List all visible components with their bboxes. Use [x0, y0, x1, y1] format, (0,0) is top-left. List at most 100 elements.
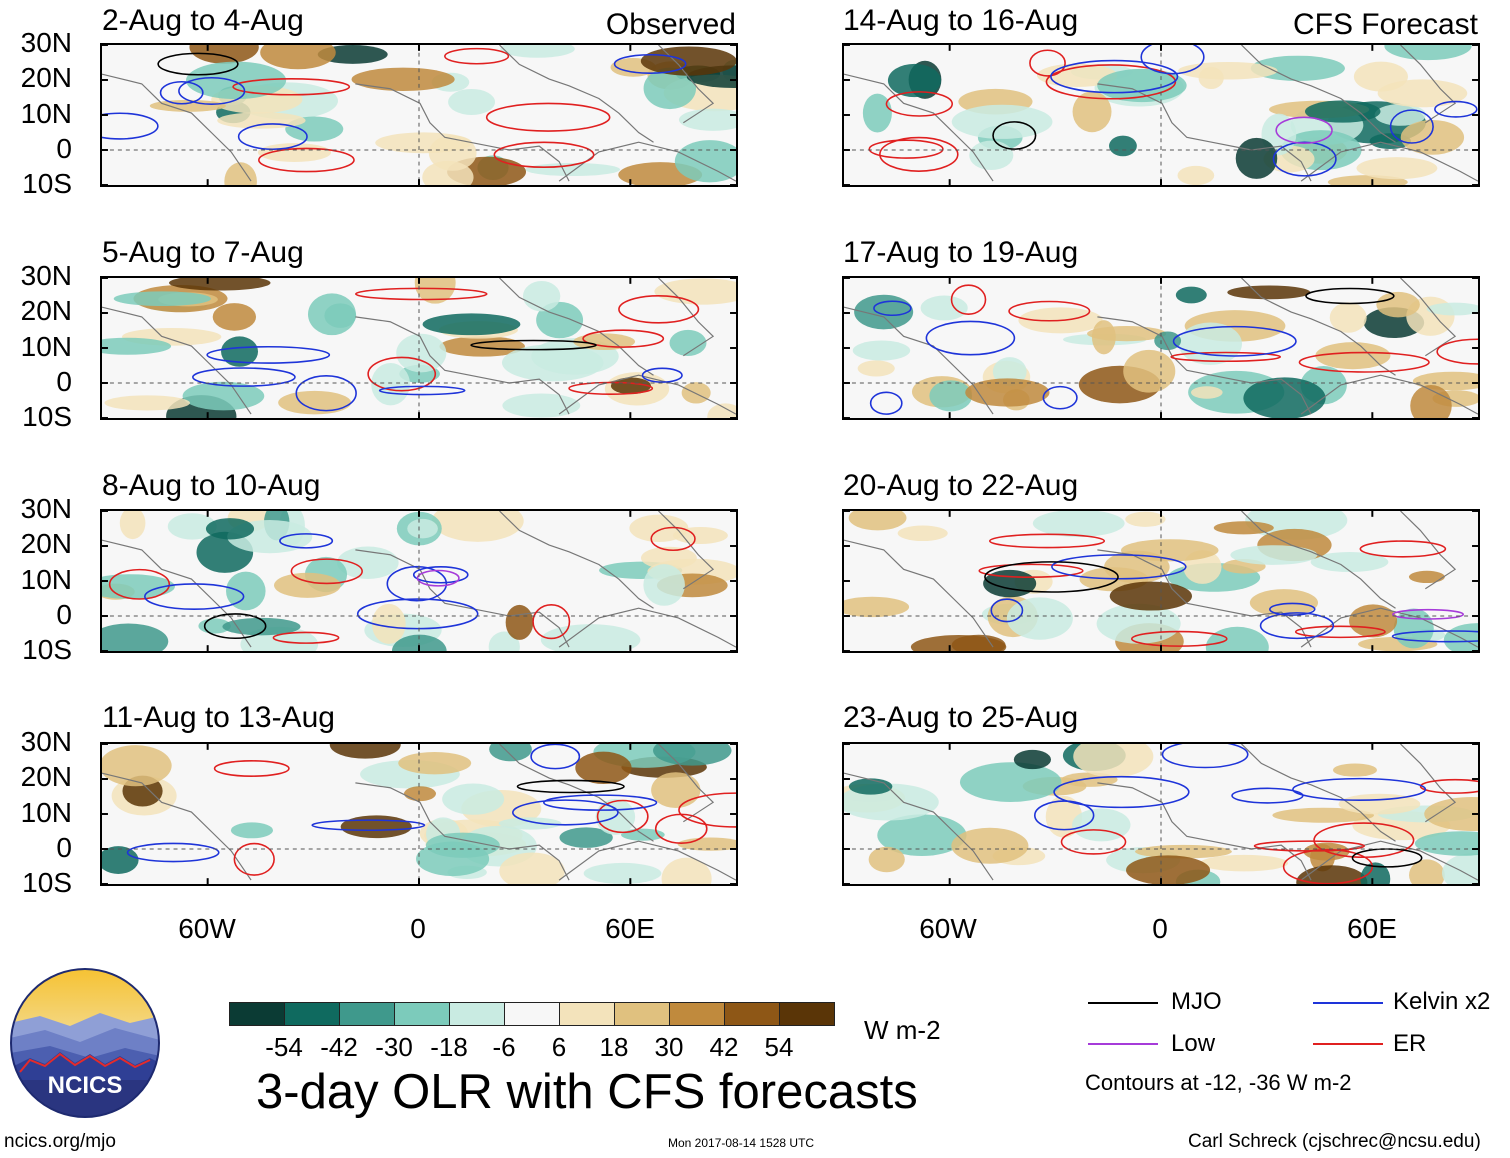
- olr-anomaly-blob: [844, 596, 910, 618]
- olr-anomaly-blob: [1205, 626, 1269, 651]
- footer-url[interactable]: ncics.org/mjo: [4, 1131, 116, 1152]
- coastline: [1300, 141, 1478, 182]
- colorbar-label: -6: [492, 1032, 516, 1062]
- olr-anomaly-blob: [1013, 749, 1051, 770]
- olr-anomaly-blob: [910, 635, 1007, 651]
- olr-anomaly-blob: [868, 846, 905, 873]
- olr-contour: [1053, 775, 1190, 809]
- olr-contour: [1389, 109, 1434, 144]
- olr-contour: [992, 121, 1037, 150]
- olr-contour: [1392, 608, 1464, 620]
- olr-anomaly-blob: [500, 45, 575, 58]
- olr-contour: [1130, 630, 1228, 647]
- olr-anomaly-blob: [920, 295, 968, 321]
- olr-contour: [258, 147, 355, 173]
- olr-contour: [272, 631, 340, 644]
- olr-anomaly-blob: [897, 525, 948, 542]
- olr-contour: [879, 136, 959, 172]
- coastline: [355, 83, 570, 182]
- olr-anomaly-blob: [329, 744, 401, 759]
- olr-anomaly-blob: [1109, 135, 1137, 157]
- olr-contour: [978, 563, 1084, 578]
- olr-contour: [582, 329, 665, 348]
- olr-anomaly-blob: [583, 862, 662, 884]
- olr-anomaly-blob: [1315, 342, 1391, 370]
- chart-title: 3-day OLR with CFS forecasts: [256, 1065, 918, 1119]
- lat-tick-label: 10S: [22, 401, 72, 432]
- olr-anomaly-blob: [102, 574, 175, 599]
- olr-anomaly-blob: [1400, 119, 1465, 155]
- olr-anomaly-blob: [653, 744, 732, 766]
- olr-contour: [355, 287, 488, 301]
- olr-anomaly-blob: [877, 814, 967, 856]
- olr-anomaly-blob: [661, 857, 712, 884]
- olr-contour: [203, 613, 267, 640]
- colorbar-cell: [504, 1002, 560, 1026]
- olr-contour: [543, 794, 658, 811]
- legend-swatch-mjo: [1088, 1002, 1158, 1004]
- olr-anomaly-blob: [559, 827, 613, 848]
- olr-anomaly-blob: [102, 337, 172, 355]
- olr-anomaly-blob: [1272, 807, 1374, 823]
- olr-contour: [126, 842, 220, 863]
- panel-title: 17-Aug to 19-Aug: [843, 236, 1079, 269]
- contour-note: Contours at -12, -36 W m-2: [1085, 1070, 1352, 1095]
- olr-anomaly-blob: [1414, 831, 1478, 856]
- olr-contour: [356, 598, 479, 630]
- coastline: [844, 306, 994, 415]
- lat-tick-label: 10N: [20, 98, 72, 129]
- panel-title: 2-Aug to 4-Aug: [102, 4, 304, 37]
- olr-anomaly-blob: [185, 61, 287, 100]
- olr-contour: [641, 367, 683, 383]
- olr-anomaly-blob: [1249, 589, 1319, 617]
- olr-contour: [1042, 385, 1078, 410]
- olr-contour: [1298, 351, 1430, 373]
- olr-anomaly-blob: [1243, 377, 1326, 418]
- olr-anomaly-blob: [1073, 744, 1154, 778]
- olr-anomaly-blob: [149, 99, 226, 112]
- olr-anomaly-blob: [707, 403, 736, 418]
- olr-anomaly-blob: [1200, 854, 1289, 872]
- olr-contour: [108, 568, 171, 600]
- olr-anomaly-blob: [959, 762, 1062, 802]
- olr-anomaly-blob: [274, 572, 341, 598]
- olr-contour: [885, 91, 954, 117]
- olr-contour: [1034, 800, 1095, 831]
- lon-tick-label: 60W: [178, 913, 236, 944]
- olr-anomaly-blob: [643, 564, 685, 606]
- olr-contour: [1434, 100, 1478, 118]
- olr-anomaly-blob: [965, 378, 1050, 407]
- olr-anomaly-blob: [337, 546, 399, 579]
- olr-contour: [1051, 554, 1187, 580]
- colorbar-label: 54: [764, 1032, 794, 1062]
- olr-anomaly-blob: [502, 393, 581, 418]
- olr-contour: [512, 799, 619, 826]
- olr-anomaly-blob: [407, 518, 438, 539]
- legend-label: Kelvin x2: [1393, 988, 1491, 1015]
- olr-contour: [873, 300, 912, 317]
- colorbar-label: 42: [709, 1032, 739, 1062]
- olr-contour: [1259, 612, 1335, 640]
- olr-anomaly-blob: [391, 634, 447, 651]
- olr-anomaly-blob: [525, 163, 621, 177]
- olr-anomaly-blob: [1408, 570, 1445, 584]
- olr-anomaly-blob: [396, 333, 447, 373]
- olr-anomaly-blob: [669, 329, 707, 356]
- lat-tick-label: 10N: [20, 331, 72, 362]
- olr-contour: [568, 381, 654, 395]
- olr-contour: [232, 78, 351, 96]
- olr-contour: [102, 112, 159, 140]
- olr-anomaly-blob: [654, 278, 736, 305]
- olr-contour: [618, 295, 700, 324]
- olr-contour: [367, 356, 437, 392]
- coastline: [355, 316, 570, 415]
- olr-anomaly-blob: [573, 333, 636, 350]
- coastline: [1097, 316, 1312, 415]
- olr-contour: [378, 385, 466, 396]
- logo-text: NCICS: [48, 1072, 123, 1099]
- colorbar-units: W m-2: [864, 1015, 941, 1045]
- olr-anomaly-blob: [848, 778, 893, 795]
- coastline: [355, 549, 570, 648]
- olr-contour: [1305, 287, 1395, 305]
- colorbar-cell: [559, 1002, 615, 1026]
